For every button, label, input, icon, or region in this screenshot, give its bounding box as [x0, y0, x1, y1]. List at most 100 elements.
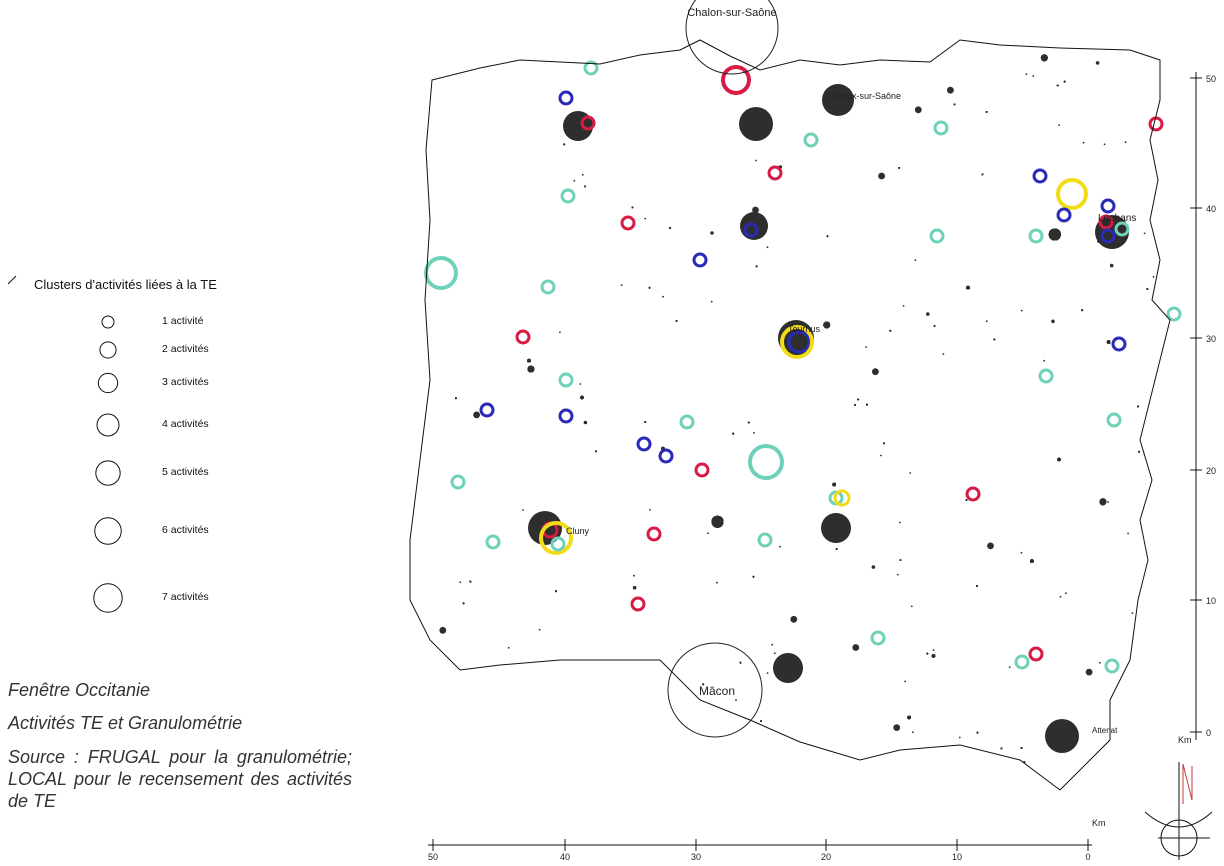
- commune-dot: [1063, 80, 1066, 83]
- commune-dot: [981, 173, 984, 176]
- note-theme: Activités TE et Granulométrie: [8, 713, 243, 733]
- commune-dot: [1152, 275, 1155, 278]
- commune-dot: [854, 404, 856, 406]
- commune-dot: [760, 720, 762, 722]
- red-activity-ring: [1098, 214, 1114, 230]
- red-activity-ring: [1028, 646, 1044, 662]
- teal-activity-ring: [933, 120, 949, 136]
- red-activity-ring: [721, 65, 751, 95]
- legend-label-5: 5 activités: [162, 466, 209, 478]
- commune-dot: [865, 346, 867, 348]
- x-tick-label: 0: [1085, 852, 1090, 862]
- commune-dot: [1095, 61, 1100, 65]
- city-label-attenat: Attenat: [1092, 726, 1118, 735]
- red-activity-ring: [694, 462, 710, 478]
- commune-dot: [889, 329, 892, 332]
- legend-label-6: 6 activités: [162, 524, 209, 536]
- commune-dot: [823, 321, 831, 329]
- commune-dot: [914, 106, 922, 114]
- city-label-oroux: Oroux-sur-Saône: [832, 91, 901, 101]
- note-window: Fenêtre Occitanie: [8, 680, 151, 700]
- teal-activity-ring: [583, 60, 599, 76]
- teal-activity-ring: [424, 256, 458, 290]
- commune-dot: [896, 573, 899, 576]
- commune-dot: [1040, 54, 1048, 62]
- commune-dot: [631, 206, 634, 209]
- y-tick-label: 20: [1206, 466, 1216, 476]
- teal-activity-ring: [757, 532, 773, 548]
- commune-dot: [1065, 592, 1067, 595]
- map-canvas: Chalon-sur-Saône Oroux-sur-Saône Louhans…: [409, 0, 1216, 862]
- commune-dot: [904, 680, 906, 683]
- commune-dot: [779, 545, 781, 548]
- commune-dot: [1099, 498, 1107, 506]
- north-arrow-icon: [1144, 762, 1213, 860]
- legend-circle: [95, 460, 121, 486]
- commune-dot: [711, 515, 724, 528]
- commune-dot: [469, 580, 472, 583]
- commune-dot: [902, 305, 905, 307]
- red-activity-ring: [620, 215, 636, 231]
- commune-dot: [702, 683, 705, 686]
- teal-activity-ring: [1106, 412, 1122, 428]
- commune-dot: [632, 585, 637, 590]
- commune-dot: [1131, 612, 1134, 614]
- commune-dot: [912, 731, 914, 734]
- blue-activity-ring: [658, 448, 674, 464]
- y-tick-label: 30: [1206, 334, 1216, 344]
- commune-dot: [857, 398, 860, 401]
- commune-dot: [669, 227, 671, 229]
- commune-dot: [965, 499, 968, 501]
- teal-activity-ring: [540, 279, 556, 295]
- blue-activity-ring: [1100, 198, 1116, 214]
- legend-circle: [93, 583, 123, 613]
- commune-dot: [555, 590, 557, 593]
- commune-dot: [755, 159, 757, 162]
- commune-dot: [898, 167, 901, 169]
- commune-dot: [899, 559, 902, 561]
- commune-dot: [459, 581, 462, 584]
- commune-dot: [710, 231, 714, 235]
- commune-dot: [527, 365, 535, 373]
- legend-label-1: 1 activité: [162, 315, 204, 327]
- legend-circle: [94, 517, 122, 545]
- commune-dot: [439, 626, 447, 634]
- teal-activity-ring: [1104, 658, 1120, 674]
- commune-dot: [832, 482, 836, 487]
- teal-activity-ring: [558, 372, 574, 388]
- commune-dot: [644, 217, 647, 220]
- commune-dot: [1127, 532, 1129, 535]
- commune-dot: [662, 295, 664, 298]
- teal-activity-ring: [1038, 368, 1054, 384]
- commune-dot: [966, 285, 970, 290]
- major-commune-dot: [739, 107, 773, 141]
- commune-dot: [910, 605, 913, 608]
- teal-activity-ring: [679, 414, 695, 430]
- commune-dot: [716, 581, 718, 584]
- commune-dot: [878, 172, 885, 180]
- legend-label-7: 7 activités: [162, 591, 209, 603]
- x-tick-label: 50: [428, 852, 438, 862]
- commune-dot: [872, 368, 879, 376]
- major-commune-dot: [821, 513, 851, 543]
- commune-dot: [909, 472, 912, 474]
- commune-dot: [633, 574, 635, 577]
- commune-dot: [739, 661, 742, 664]
- teal-activity-ring: [560, 188, 576, 204]
- commune-dot: [1020, 747, 1023, 749]
- commune-dot: [755, 265, 758, 268]
- blue-activity-ring: [1056, 207, 1072, 223]
- commune-dot: [942, 353, 945, 355]
- commune-dot: [1020, 551, 1023, 554]
- blue-activity-ring: [558, 90, 574, 106]
- commune-dot: [462, 602, 465, 605]
- red-activity-ring: [1148, 116, 1164, 132]
- legend-circle: [101, 315, 115, 329]
- yellow-activity-ring: [833, 489, 851, 507]
- legend-stroke: [7, 275, 17, 285]
- commune-dot: [883, 442, 885, 445]
- commune-dot: [931, 654, 936, 658]
- commune-dot: [580, 395, 584, 400]
- commune-dot: [752, 206, 759, 214]
- yellow-activity-ring: [1056, 178, 1088, 210]
